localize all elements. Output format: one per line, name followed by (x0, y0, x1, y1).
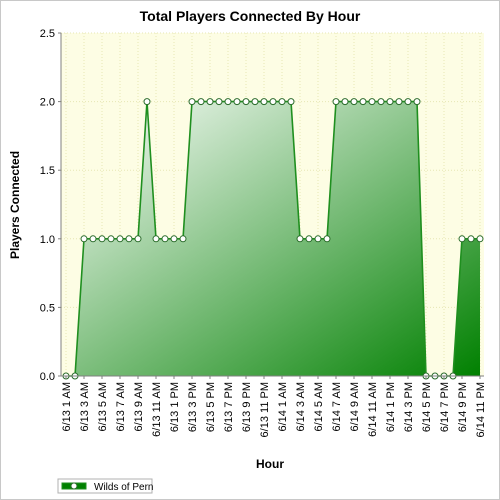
data-point (251, 98, 259, 106)
x-axis-ticks: 6/13 1 AM 6/13 3 AM 6/13 5 AM 6/13 7 AM 6/13… (61, 376, 487, 437)
data-point (215, 98, 223, 106)
y-tick-label: 1.0 (40, 234, 55, 246)
data-point (233, 98, 241, 106)
data-point (341, 98, 349, 106)
x-tick-label: 6/13 9 AM (133, 382, 145, 432)
series-area (66, 101, 480, 376)
data-point (89, 235, 97, 243)
data-point (332, 98, 340, 106)
x-tick-label: 6/14 5 AM (313, 382, 325, 432)
data-point (476, 235, 484, 243)
data-point (116, 235, 124, 243)
data-point (296, 235, 304, 243)
data-point (314, 235, 322, 243)
data-point (404, 98, 412, 106)
y-tick-label: 2.5 (40, 28, 55, 40)
data-point (269, 98, 277, 106)
data-point (368, 98, 376, 106)
data-point (467, 235, 475, 243)
data-point (170, 235, 178, 243)
data-point (350, 98, 358, 106)
data-point (98, 235, 106, 243)
x-tick-label: 6/14 9 AM (349, 382, 361, 432)
data-point (305, 235, 313, 243)
x-tick-label: 6/14 7 PM (439, 382, 451, 432)
data-point (458, 235, 466, 243)
x-tick-label: 6/13 1 PM (169, 382, 181, 432)
x-tick-label: 6/13 9 PM (241, 382, 253, 432)
data-point (287, 98, 295, 106)
chart-title: Total Players Connected By Hour (140, 8, 361, 24)
x-tick-label: 6/14 3 PM (403, 382, 415, 432)
data-point (134, 235, 142, 243)
data-point (395, 98, 403, 106)
x-tick-label: 6/14 1 PM (385, 382, 397, 432)
x-tick-label: 6/14 11 PM (475, 382, 487, 437)
x-tick-label: 6/13 5 AM (97, 382, 109, 432)
data-point (323, 235, 331, 243)
x-tick-label: 6/14 3 AM (295, 382, 307, 432)
axes (60, 33, 484, 377)
x-tick-label: 6/13 3 AM (79, 382, 91, 432)
data-point (143, 98, 151, 106)
legend-label: Wilds of Pern (94, 482, 153, 493)
x-tick-label: 6/13 3 PM (187, 382, 199, 432)
data-point (107, 235, 115, 243)
x-tick-label: 6/13 11 PM (259, 382, 271, 437)
x-tick-label: 6/14 1 AM (277, 382, 289, 432)
data-point (359, 98, 367, 106)
x-tick-label: 6/13 7 AM (115, 382, 127, 432)
data-point (125, 235, 133, 243)
data-point (161, 235, 169, 243)
x-axis-title: Hour (256, 457, 284, 471)
x-tick-label: 6/14 9 PM (457, 382, 469, 432)
data-point (206, 98, 214, 106)
x-tick-label: 6/13 5 PM (205, 382, 217, 432)
data-point (260, 98, 268, 106)
data-point (179, 235, 187, 243)
x-tick-label: 6/14 11 AM (367, 382, 379, 437)
data-point (242, 98, 250, 106)
data-point (278, 98, 286, 106)
data-point (188, 98, 196, 106)
data-point (377, 98, 385, 106)
y-tick-label: 1.5 (40, 165, 55, 177)
y-axis-title: Players Connected (8, 151, 22, 259)
legend: Wilds of Pern (57, 478, 153, 494)
data-point (224, 98, 232, 106)
y-axis-ticks: 0.0 0.5 1.0 1.5 2.0 2.5 (40, 28, 61, 383)
x-tick-label: 6/13 11 AM (151, 382, 163, 437)
data-point (152, 235, 160, 243)
y-tick-label: 0.0 (40, 371, 55, 383)
data-point (80, 235, 88, 243)
x-tick-label: 6/14 5 PM (421, 382, 433, 432)
data-point (386, 98, 394, 106)
data-point (197, 98, 205, 106)
series-markers (62, 98, 484, 380)
data-point (413, 98, 421, 106)
x-tick-label: 6/13 1 AM (61, 382, 73, 432)
y-tick-label: 0.5 (40, 302, 55, 314)
x-tick-label: 6/14 7 AM (331, 382, 343, 432)
y-tick-label: 2.0 (40, 97, 55, 109)
legend-marker (70, 482, 78, 490)
x-tick-label: 6/13 7 PM (223, 382, 235, 432)
